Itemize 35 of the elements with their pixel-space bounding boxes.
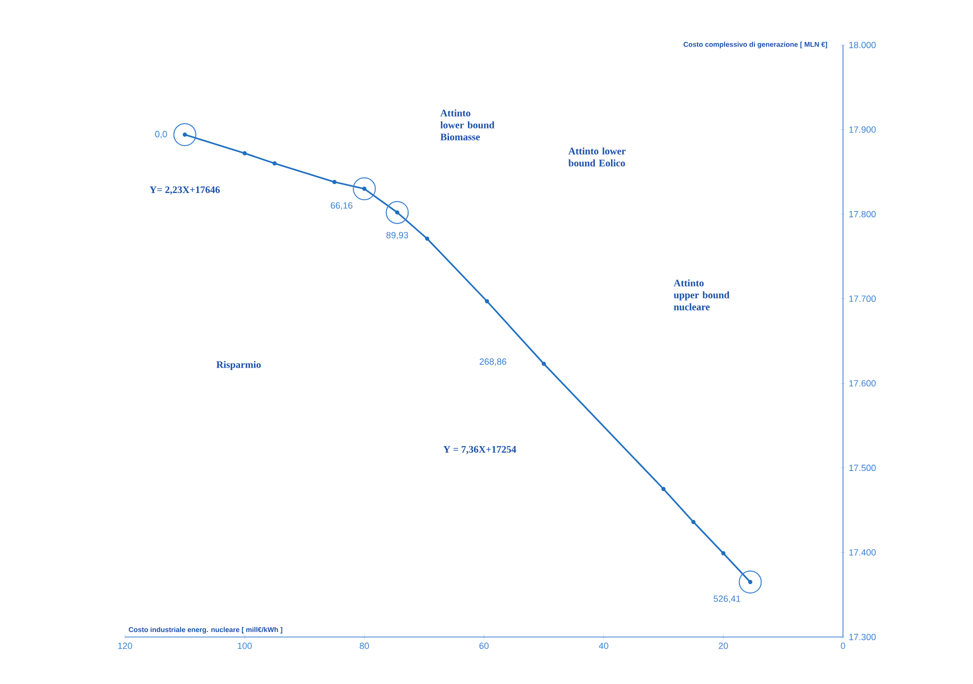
annotation: Attinto upper bound nucleare: [674, 279, 730, 310]
annotation: 66,16: [330, 202, 352, 210]
point: [242, 151, 247, 156]
y-tick-label: 18.000: [849, 42, 876, 48]
annotation: Risparmio: [216, 360, 261, 370]
annotation: 89,93: [386, 232, 408, 240]
x-tick-label: 120: [118, 642, 132, 649]
x-tick-label: 40: [598, 642, 608, 649]
y-tick-label: 17.400: [849, 549, 876, 556]
annotation: 268,86: [480, 358, 506, 366]
y-tick-label: 17.600: [849, 380, 876, 386]
y-tick-label: 17.800: [849, 210, 876, 218]
x-tick-label: 60: [479, 642, 489, 649]
point: [721, 551, 726, 556]
point: [691, 520, 696, 524]
x-tick-label: 0: [840, 642, 846, 649]
y-tick-label: 17.300: [849, 634, 876, 640]
point: [425, 236, 430, 241]
point: [661, 486, 666, 492]
annotation: Y = 7,36X+17254: [443, 446, 516, 454]
point: [272, 161, 277, 166]
annotation: Attinto lower bound Eolico: [568, 147, 626, 166]
annotation: Attinto lower bound Biomasse: [440, 109, 494, 140]
y-tick-label: 17.700: [849, 296, 876, 302]
point: [484, 299, 490, 304]
y-tick-label: 17.900: [849, 126, 876, 133]
annotation: Y= 2,23X+17646: [150, 186, 220, 195]
point: [332, 180, 337, 184]
annotation: 0,0: [155, 130, 167, 138]
x-tick-label: 80: [360, 642, 369, 649]
annotation: 526,41: [714, 596, 740, 603]
x-tick-label: 20: [718, 642, 728, 649]
x-tick-label: 100: [238, 642, 252, 649]
point: [542, 362, 546, 366]
y-tick-label: 17.500: [849, 464, 876, 472]
